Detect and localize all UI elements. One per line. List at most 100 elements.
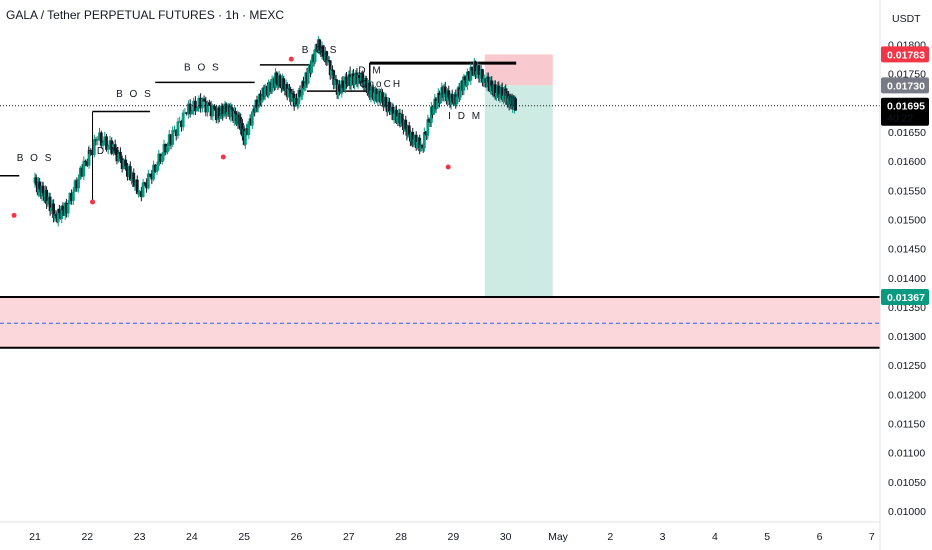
candle-body bbox=[101, 142, 105, 146]
candle-body bbox=[278, 75, 282, 87]
candle-body bbox=[199, 97, 203, 109]
candle-body bbox=[349, 77, 353, 86]
y-tick-label: 0.01100 bbox=[888, 448, 925, 460]
candle-body bbox=[135, 179, 139, 194]
candle-body bbox=[391, 106, 395, 120]
candle-body bbox=[183, 112, 187, 114]
candle-body bbox=[432, 106, 436, 115]
candle-body bbox=[54, 214, 58, 216]
candle-body bbox=[381, 92, 384, 102]
candle-body bbox=[267, 83, 271, 96]
candle-body bbox=[225, 111, 229, 115]
candle-body bbox=[328, 60, 332, 76]
pivot-dot bbox=[288, 56, 294, 62]
candle-body bbox=[224, 103, 228, 115]
candle-body bbox=[260, 100, 264, 103]
candle-body bbox=[357, 75, 361, 78]
candle-body bbox=[122, 159, 126, 170]
y-tick-label: 0.01650 bbox=[888, 127, 926, 139]
candle-body bbox=[368, 82, 372, 98]
x-tick-label: 7 bbox=[869, 531, 875, 543]
y-tick-label: 0.01250 bbox=[888, 360, 926, 372]
y-tick-label: 0.01300 bbox=[888, 331, 926, 343]
x-tick-label: 2 bbox=[607, 531, 613, 543]
candle-body bbox=[500, 87, 504, 100]
candle-body bbox=[190, 111, 194, 115]
candle-body bbox=[338, 84, 341, 92]
candle-body bbox=[73, 180, 77, 192]
candle-body bbox=[132, 172, 136, 188]
candle-body bbox=[162, 143, 166, 156]
x-tick-label: 3 bbox=[660, 531, 666, 543]
candle-body bbox=[297, 90, 301, 105]
candle-body bbox=[418, 137, 422, 151]
candle-body bbox=[77, 178, 80, 189]
candle-body bbox=[263, 87, 267, 97]
candle-body bbox=[197, 97, 201, 109]
candle-body bbox=[478, 75, 482, 79]
candle-body bbox=[214, 109, 218, 121]
candle-body bbox=[169, 134, 173, 145]
x-tick-label: 5 bbox=[764, 531, 770, 543]
candle-body bbox=[369, 90, 373, 98]
candle-body bbox=[275, 72, 279, 84]
candle-body bbox=[427, 119, 431, 122]
price-tag-label: 0.01695 bbox=[887, 101, 925, 113]
candle-body bbox=[232, 111, 236, 121]
candle-body bbox=[256, 106, 260, 109]
candle-body bbox=[217, 107, 221, 118]
y-tick-label: 0.01500 bbox=[888, 214, 926, 226]
candle-body bbox=[153, 164, 157, 172]
candle-body bbox=[218, 115, 222, 118]
x-tick-label: 6 bbox=[817, 531, 823, 543]
candle-body bbox=[415, 142, 419, 148]
candle-body bbox=[396, 116, 400, 123]
candle-body bbox=[470, 66, 474, 71]
candle-body bbox=[475, 71, 479, 75]
candle-body bbox=[498, 94, 502, 99]
candle-body bbox=[105, 136, 108, 150]
candle-body bbox=[495, 93, 498, 97]
candle-body bbox=[64, 202, 68, 214]
candle-body bbox=[87, 150, 91, 166]
candle-body bbox=[326, 60, 330, 63]
candle-body bbox=[145, 182, 148, 189]
x-tick-label: May bbox=[548, 531, 569, 543]
candle-body bbox=[420, 144, 424, 147]
candle-body bbox=[139, 191, 143, 198]
y-tick-label: 0.01000 bbox=[888, 506, 926, 518]
candle-body bbox=[364, 77, 368, 88]
candle-body bbox=[200, 98, 204, 109]
candle-body bbox=[75, 180, 79, 189]
candle-body bbox=[137, 192, 140, 194]
x-tick-label: 4 bbox=[712, 531, 718, 543]
candle-body bbox=[195, 108, 199, 112]
candle-body bbox=[345, 76, 348, 85]
candle-body bbox=[128, 166, 132, 181]
candle-body bbox=[234, 111, 237, 114]
candle-body bbox=[61, 205, 65, 211]
candle-body bbox=[167, 134, 171, 147]
candle-body bbox=[181, 112, 185, 128]
candle-body bbox=[106, 146, 110, 150]
candle-body bbox=[82, 160, 86, 177]
candle-body bbox=[474, 61, 477, 75]
candle-body bbox=[108, 140, 112, 147]
candle-body bbox=[229, 107, 233, 117]
candle-body bbox=[400, 114, 404, 123]
candle-body bbox=[146, 173, 150, 189]
candle-body bbox=[143, 182, 147, 184]
candle-body bbox=[119, 151, 122, 159]
candle-body bbox=[41, 185, 45, 194]
candle-body bbox=[303, 86, 307, 89]
x-tick-label: 28 bbox=[395, 531, 407, 543]
candle-body bbox=[173, 129, 176, 131]
candle-body bbox=[353, 76, 357, 85]
candle-body bbox=[384, 96, 388, 107]
x-tick-label: 30 bbox=[500, 531, 512, 543]
candle-body bbox=[60, 205, 64, 219]
candle-body bbox=[298, 90, 302, 97]
price-tag bbox=[881, 97, 929, 126]
candle-body bbox=[295, 98, 298, 106]
